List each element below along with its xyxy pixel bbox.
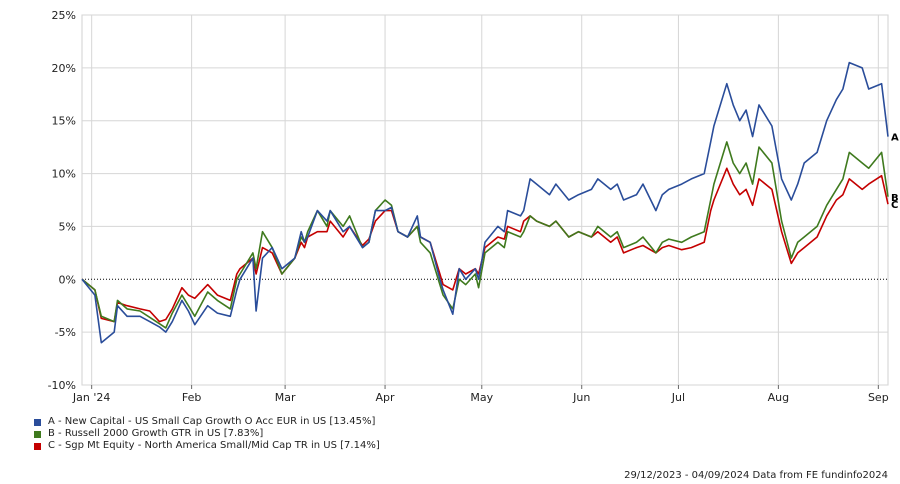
series-end-label-c: C <box>891 200 898 211</box>
y-tick-label: 15% <box>52 115 76 128</box>
x-tick-label: May <box>470 391 493 404</box>
x-tick-label: Feb <box>182 391 201 404</box>
x-tick-label: Jul <box>671 391 685 404</box>
series-end-label-a: A <box>891 133 899 144</box>
series-line-a <box>81 61 889 344</box>
legend-label-b: B - Russell 2000 Growth GTR in US [7.83%… <box>48 428 264 439</box>
legend-item-a: A - New Capital - US Small Cap Growth O … <box>34 416 380 428</box>
y-tick-label: 5% <box>59 220 76 233</box>
x-tick-label: Aug <box>768 391 789 404</box>
y-tick-label: -5% <box>55 326 76 339</box>
legend-label-c: C - Sgp Mt Equity - North America Small/… <box>48 440 380 451</box>
x-tick-label: Jan '24 <box>72 391 110 404</box>
y-tick-label: 20% <box>52 62 76 75</box>
x-tick-label: Apr <box>376 391 396 404</box>
footer-note: 29/12/2023 - 04/09/2024 Data from FE fun… <box>624 470 888 481</box>
x-tick-label: Jun <box>572 391 590 404</box>
legend: A - New Capital - US Small Cap Growth O … <box>34 416 380 452</box>
y-tick-label: 25% <box>52 9 76 22</box>
legend-label-a: A - New Capital - US Small Cap Growth O … <box>48 416 376 427</box>
plot-area <box>81 14 889 386</box>
line-chart: 25% 20% 15% 10% 5% 0% -5% -10%Jan '24 Feb Mar Apr M… <box>48 9 899 404</box>
series-line-b <box>81 141 889 329</box>
x-tick-label: Sep <box>868 391 889 404</box>
y-tick-label: -10% <box>48 379 76 392</box>
legend-swatch-a <box>34 418 41 426</box>
legend-item-b: B - Russell 2000 Growth GTR in US [7.83%… <box>34 428 380 440</box>
y-tick-label: 0% <box>59 273 76 286</box>
x-tick-label: Mar <box>275 391 296 404</box>
series-end-label-b: B <box>891 193 899 204</box>
legend-swatch-c <box>34 442 41 450</box>
y-tick-label: 10% <box>52 168 76 181</box>
legend-item-c: C - Sgp Mt Equity - North America Small/… <box>34 440 380 452</box>
legend-swatch-b <box>34 430 41 438</box>
